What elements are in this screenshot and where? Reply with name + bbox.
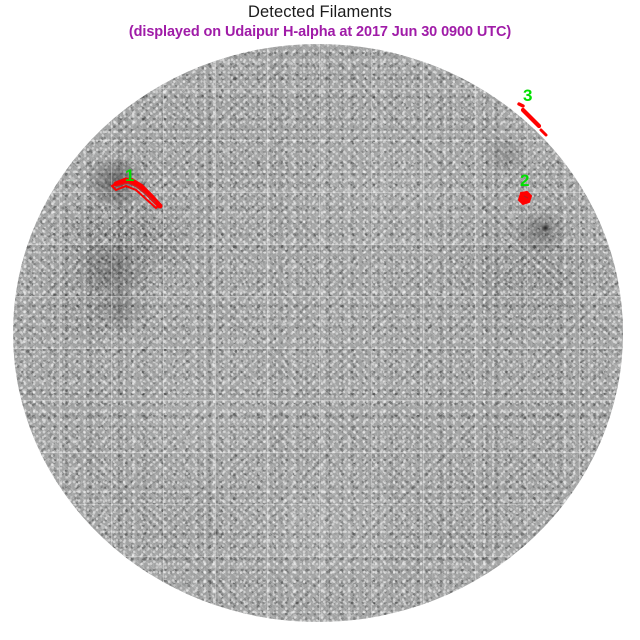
solar-disk-container bbox=[13, 44, 623, 622]
filament-label-2: 2 bbox=[520, 171, 530, 190]
granulation-coarse-texture bbox=[13, 44, 623, 622]
figure-title-block: Detected Filaments (displayed on Udaipur… bbox=[0, 2, 640, 42]
filament-label-3: 3 bbox=[523, 86, 533, 105]
sunspot-west bbox=[541, 224, 550, 232]
plage-region-east-lower-2 bbox=[91, 289, 147, 329]
granulation-fine-texture bbox=[13, 44, 623, 622]
plage-region-west bbox=[511, 212, 569, 252]
figure-subtitle: (displayed on Udaipur H-alpha at 2017 Ju… bbox=[128, 24, 512, 40]
filament-label-1: 1 bbox=[125, 166, 135, 185]
limb-darkening-overlay bbox=[13, 44, 623, 622]
plage-region-northwest bbox=[483, 139, 529, 171]
fibril-texture bbox=[13, 44, 623, 622]
sunspot-south bbox=[213, 530, 219, 536]
plage-region-east-lower bbox=[75, 244, 149, 296]
heliographic-grid bbox=[13, 44, 623, 622]
solar-disk-image bbox=[13, 44, 623, 622]
page-title: Detected Filaments bbox=[248, 3, 392, 21]
